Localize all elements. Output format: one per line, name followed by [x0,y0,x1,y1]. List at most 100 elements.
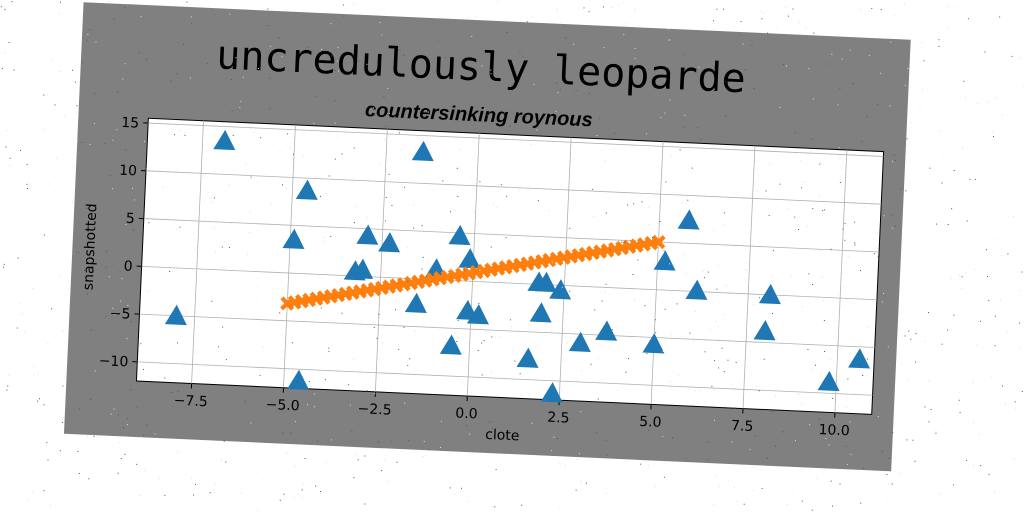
noise-dot [792,8,794,10]
x-marker-point [651,234,666,250]
noise-dot [46,442,48,444]
noise-dot [33,365,35,367]
noise-dot [963,80,965,82]
noise-dot [136,463,138,465]
triangle-point [287,369,310,390]
noise-dot [947,329,949,331]
triangle-point [817,370,840,392]
noise-dot [996,239,998,241]
noise-dot [422,456,424,458]
noise-dot [495,469,497,471]
noise-dot [791,490,793,492]
noise-dot [984,51,986,53]
triangle-point [466,304,489,325]
noise-dot [5,146,7,148]
noise-dot [381,470,383,472]
noise-dot [953,314,955,316]
noise-dot [930,409,932,411]
noise-dot [176,452,178,454]
noise-dot [938,39,940,41]
noise-dot [622,1,624,3]
noise-dot [938,130,940,132]
noise-dot [922,89,924,91]
noise-dot [124,453,126,455]
noise-dot [20,303,22,305]
noise-dot [26,183,28,185]
noise-dot [974,178,976,180]
noise-dot [357,459,359,461]
noise-dot [13,69,15,71]
noise-dot [965,272,967,274]
noise-dot [625,23,627,25]
noise-dot [285,452,287,454]
noise-dot [640,463,642,465]
chart-figure: uncredulously leoparde countersinking ro… [63,2,911,472]
triangle-point [653,250,676,271]
noise-dot [965,459,967,461]
noise-dot [575,489,577,491]
noise-dot [988,473,990,475]
noise-dot [120,457,122,459]
noise-dot [20,149,22,151]
noise-dot [957,404,959,406]
triangle-point [753,320,776,341]
noise-dot [56,157,58,159]
noise-dot [915,460,917,462]
noise-dot [32,491,34,493]
noise-dot [342,4,344,6]
x-tick-label: −2.5 [357,401,392,419]
noise-dot [727,480,729,482]
noise-dot [914,460,916,462]
noise-dot [967,18,969,20]
noise-dot [494,506,496,508]
noise-dot [603,6,605,8]
noise-dot [93,435,95,437]
noise-dot [887,497,889,499]
noise-dot [11,1,13,3]
triangle-point [529,302,552,323]
noise-dot [816,477,818,479]
triangle-point [540,382,563,403]
noise-dot [384,460,386,462]
triangle-point [848,348,871,369]
noise-dot [302,484,304,486]
noise-dot [894,15,896,17]
x-grid-line [650,141,664,405]
noise-dot [786,503,788,505]
noise-dot [240,492,242,494]
noise-dot [1011,55,1013,57]
y-grid-line [137,361,873,396]
noise-dot [908,379,910,381]
chart-subtitle: countersinking roynous [365,99,594,131]
triangle-point [534,271,557,293]
noise-dot [315,485,317,487]
noise-dot [787,15,789,17]
noise-dot [39,398,41,400]
noise-dot [9,157,11,159]
noise-dot [618,4,620,6]
noise-dot [190,477,192,479]
noise-dot [3,263,5,265]
noise-dot [583,7,585,9]
noise-dot [973,422,975,424]
noise-dot [301,496,303,498]
noise-dot [974,269,976,271]
noise-dot [325,462,327,464]
noise-dot [718,486,720,488]
noise-dot [966,220,968,222]
noise-dot [214,484,216,486]
noise-dot [6,389,8,391]
noise-dot [801,500,803,502]
noise-dot [915,361,917,363]
noise-dot [805,27,807,29]
x-tick-label: 7.5 [731,418,754,435]
noise-dot [364,455,366,457]
noise-dot [72,69,74,71]
noise-dot [951,208,953,210]
x-tick-label: −7.5 [173,393,208,411]
y-tick-label: −5 [109,306,130,323]
noise-dot [722,8,724,10]
noise-dot [64,115,66,117]
noise-dot [763,12,765,14]
